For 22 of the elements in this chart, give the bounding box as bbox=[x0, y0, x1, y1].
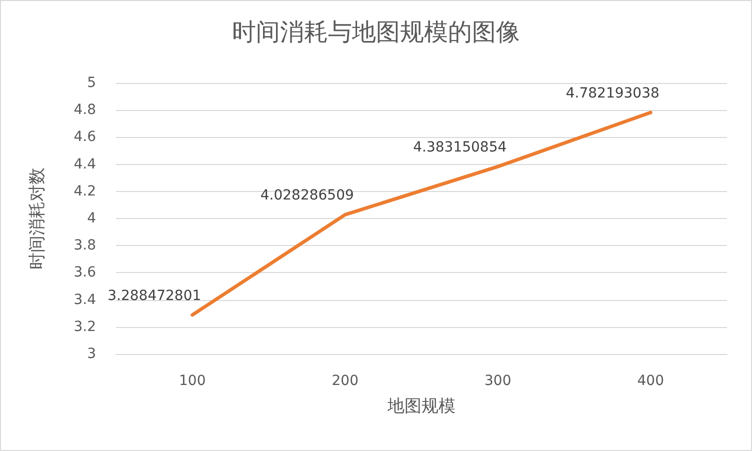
x-tick-label: 400 bbox=[637, 373, 664, 389]
y-tick-label: 3.2 bbox=[74, 318, 96, 335]
y-tick-label: 3.8 bbox=[74, 238, 96, 254]
y-tick-label: 4.4 bbox=[74, 156, 96, 172]
x-tick-label: 100 bbox=[179, 373, 206, 389]
y-axis-title: 时间消耗对数 bbox=[28, 168, 48, 270]
data-label: 3.288472801 bbox=[108, 288, 202, 304]
y-tick-label: 4.2 bbox=[74, 183, 96, 200]
y-tick-label: 3 bbox=[87, 346, 96, 362]
y-tick-label: 3.6 bbox=[74, 264, 96, 281]
y-tick-label: 5 bbox=[87, 75, 96, 91]
data-label: 4.028286509 bbox=[260, 188, 354, 204]
x-tick-label: 300 bbox=[484, 373, 512, 389]
x-axis-title: 地图规模 bbox=[386, 396, 456, 416]
x-tick-label: 200 bbox=[332, 373, 358, 389]
data-label: 4.383150854 bbox=[413, 140, 507, 156]
y-tick-label: 4 bbox=[87, 210, 96, 226]
chart-title: 时间消耗与地图规模的图像 bbox=[232, 18, 520, 46]
data-label: 4.782193038 bbox=[566, 86, 660, 102]
y-tick-label: 4.6 bbox=[74, 129, 96, 146]
y-tick-label: 3.4 bbox=[74, 292, 96, 308]
y-tick-label: 4.8 bbox=[74, 102, 96, 118]
